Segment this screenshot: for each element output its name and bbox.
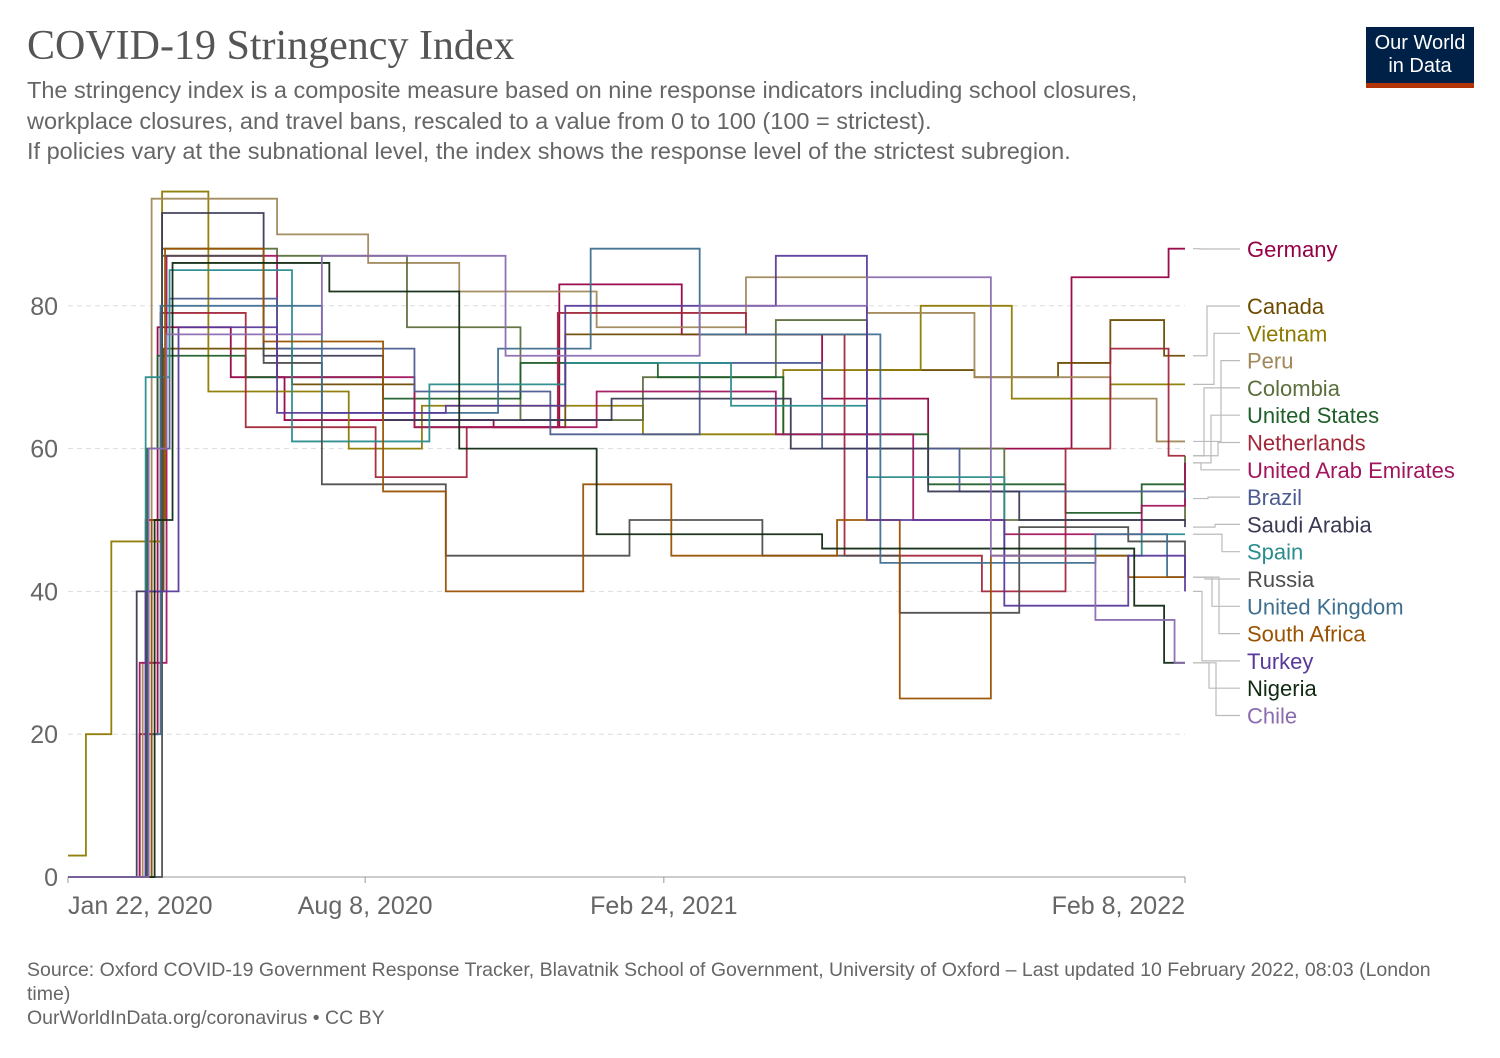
legend-label: Chile <box>1247 704 1297 729</box>
legend-label: Vietnam <box>1247 321 1327 346</box>
y-tick-label: 60 <box>30 436 58 464</box>
x-tick-label: Aug 8, 2020 <box>298 892 433 920</box>
logo-text: Our World in Data <box>1374 32 1466 77</box>
legend-label: Germany <box>1247 237 1337 262</box>
legend-label: Saudi Arabia <box>1247 512 1373 537</box>
legend-label: United Arab Emirates <box>1247 458 1455 483</box>
legend-label: South Africa <box>1247 622 1366 647</box>
x-tick-label: Jan 22, 2020 <box>68 892 213 920</box>
legend-connector <box>1193 496 1240 500</box>
legend-label: Canada <box>1247 294 1325 319</box>
owid-logo[interactable]: Our World in Data <box>1366 27 1474 88</box>
legend-connector <box>1193 533 1240 553</box>
legend-connector <box>1193 332 1240 385</box>
x-tick-label: Feb 24, 2021 <box>590 892 737 920</box>
legend-connector <box>1193 523 1240 528</box>
y-tick-label: 0 <box>44 864 58 892</box>
series-line-turkey <box>68 254 1186 878</box>
series-line-peru <box>68 197 1185 878</box>
series-line-nigeria <box>68 262 1185 878</box>
chart-title: COVID-19 Stringency Index <box>27 23 515 69</box>
legend-label: United Kingdom <box>1247 594 1404 619</box>
chart: 0 20 40 60 80 Jan 22, 2020 Aug 8, 2020 Feb 24, … <box>30 190 1455 920</box>
legend-label: Colombia <box>1247 376 1341 401</box>
x-tick-label: Feb 8, 2022 <box>1052 892 1185 920</box>
series-line-spain <box>68 269 1185 878</box>
legend-label: Turkey <box>1247 649 1313 674</box>
footer: Source: Oxford COVID-19 Government Respo… <box>27 958 1447 1030</box>
legend-label: United States <box>1247 403 1379 428</box>
legend-label: Brazil <box>1247 485 1302 510</box>
legend-connector <box>1193 590 1240 662</box>
series-line-netherlands <box>68 312 1185 878</box>
legend-connector <box>1193 441 1240 457</box>
legend-connector <box>1193 414 1240 464</box>
source-link[interactable]: OurWorldInData.org/coronavirus • CC BY <box>27 1007 385 1029</box>
legend-connector <box>1193 387 1240 457</box>
chart-subtitle: The stringency index is a composite meas… <box>27 77 1138 164</box>
y-tick-label: 80 <box>30 293 58 321</box>
legend-label: Nigeria <box>1247 676 1317 701</box>
legend-connector <box>1193 360 1240 443</box>
source-note: Source: Oxford COVID-19 Government Respo… <box>27 959 1431 1005</box>
series-line-united-kingdom <box>68 247 1185 878</box>
legend-label: Russia <box>1247 567 1315 592</box>
series-line-brazil <box>68 297 1186 878</box>
legend-connector <box>1193 305 1240 357</box>
series-line-vietnam <box>68 190 1185 857</box>
series-line-south-africa <box>68 247 1185 878</box>
legend-connector <box>1193 662 1240 717</box>
y-tick-label: 20 <box>30 721 58 749</box>
legend-connector <box>1193 462 1240 471</box>
legend-label: Peru <box>1247 349 1293 374</box>
legend-label: Spain <box>1247 540 1303 565</box>
legend-connector <box>1193 576 1240 635</box>
y-tick-label: 40 <box>30 578 58 606</box>
series-line-canada <box>68 319 1185 878</box>
series-line-chile <box>68 254 1185 878</box>
legend-label: Netherlands <box>1247 431 1366 456</box>
